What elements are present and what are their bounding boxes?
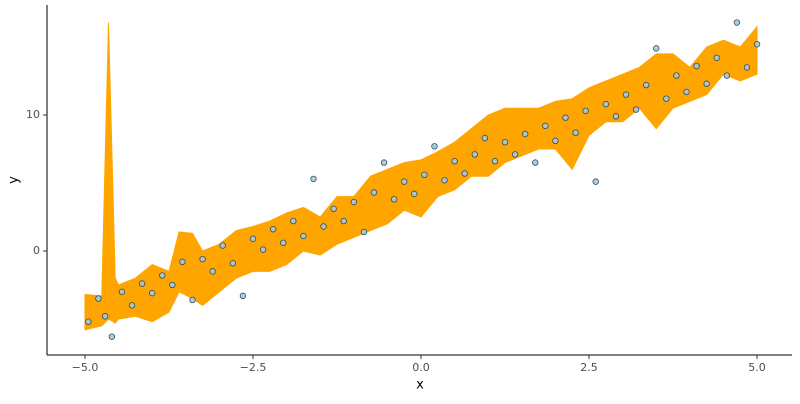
point [401,178,408,185]
point [128,302,136,309]
point [451,158,458,165]
point [85,318,92,325]
x-tick-label: 5.0 [748,361,766,374]
point [118,288,126,295]
point [340,217,347,225]
point [421,171,428,179]
point [219,242,226,249]
point [642,81,650,89]
point [229,260,237,267]
point [441,177,448,184]
point [521,130,529,138]
point [360,228,368,236]
x-axis-label: x [416,378,424,393]
point [95,295,102,302]
point [693,62,700,70]
point [370,189,378,196]
point [179,258,186,266]
point [673,72,680,79]
point [582,107,589,115]
point [592,178,599,185]
point [101,313,109,320]
point [300,232,307,240]
x-tick-label: −2.5 [240,361,267,374]
point [683,88,690,96]
point [542,122,549,130]
point [159,272,166,279]
point [602,100,610,108]
point [532,159,539,166]
point [653,45,660,52]
point [199,255,206,263]
point [280,239,287,247]
point [511,151,519,158]
point [622,91,630,98]
point [259,246,267,253]
point [743,64,751,71]
point [310,175,317,183]
y-axis-label: y [7,176,22,184]
x-tick-label: −5.0 [72,361,99,374]
point [189,296,196,304]
point [552,137,559,145]
point [269,226,277,233]
point [572,129,579,136]
point [733,19,741,26]
point [148,289,156,297]
point [562,114,569,121]
point [471,151,478,158]
point [612,113,620,120]
point [703,80,710,87]
point [411,190,418,198]
point [713,54,720,62]
point [461,170,468,177]
point [501,138,509,146]
point [290,217,297,225]
point [169,281,176,289]
x-tick-label: 2.5 [580,361,598,374]
point [239,292,247,300]
point [350,198,358,206]
x-tick-label: 0.0 [412,361,430,374]
point [632,106,640,113]
point [320,223,327,230]
point [491,158,499,165]
point [330,205,337,213]
point [663,95,670,102]
point [481,134,489,142]
point [249,235,257,242]
y-tick-label: 0 [33,244,40,257]
point [209,268,216,275]
point [723,72,731,79]
point [753,41,761,48]
point [108,333,116,340]
point [380,159,388,166]
ribbon [84,22,758,331]
point [138,280,146,287]
point [390,196,398,203]
y-tick-label: 10 [26,108,40,121]
point [431,143,438,150]
